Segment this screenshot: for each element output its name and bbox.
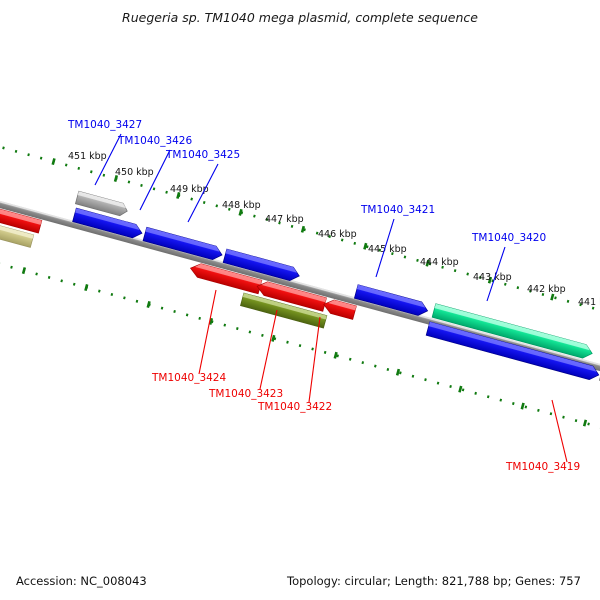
gene-label-TM1040_3426[interactable]: TM1040_3426 (117, 135, 192, 147)
gene-TM1040_3421[interactable] (353, 284, 429, 318)
leader-line-TM1040_3420 (486, 246, 506, 302)
status-bar: Accession: NC_008043 Topology: circular;… (16, 574, 581, 588)
gene-label-TM1040_3419[interactable]: TM1040_3419 (505, 461, 580, 473)
forward-strand-genes[interactable] (71, 190, 598, 362)
leader-line-TM1040_3422 (308, 316, 321, 403)
accession-label: Accession: NC_008043 (16, 574, 147, 588)
gene-TM1040_3420[interactable] (431, 303, 594, 361)
gene-arrow-highlight (145, 227, 220, 252)
lower-tick-track (0, 250, 600, 435)
ruler-tick-label: 445 kbp (368, 244, 407, 255)
ruler-tick-label: 447 kbp (265, 214, 304, 225)
gene-arrow-highlight (434, 303, 590, 351)
upper-minor-tick-dots (0, 143, 600, 324)
ruler-tick-labels: 451 kbp 450 kbp 449 kbp 448 kbp 447 kbp … (68, 151, 600, 308)
ruler-tick-label: 442 kbp (527, 284, 566, 295)
gene-unlabeled-blue-upper[interactable] (222, 248, 301, 283)
gene-label-TM1040_3420[interactable]: TM1040_3420 (471, 232, 546, 244)
leader-line-TM1040_3427 (94, 133, 122, 186)
gene-TM1040_3422[interactable] (322, 298, 357, 320)
gene-label-TM1040_3424[interactable]: TM1040_3424 (151, 372, 226, 384)
gene-arrow-highlight (328, 299, 357, 311)
gene-label-TM1040_3425[interactable]: TM1040_3425 (165, 149, 240, 161)
gene-TM1040_3424[interactable] (189, 261, 263, 295)
ruler-tick-label: 448 kbp (222, 200, 261, 211)
gene-leader-lines (94, 133, 568, 463)
ruler-tick-label: 451 kbp (68, 151, 107, 162)
gene-label-TM1040_3423[interactable]: TM1040_3423 (208, 388, 283, 400)
gene-TM1040_3425[interactable] (142, 226, 224, 261)
gene-arrow-highlight (195, 263, 262, 285)
gene-unlabeled-blue-lower[interactable] (425, 321, 600, 382)
ruler-tick-label: 441 kbp (578, 297, 600, 308)
ruler-tick-label: 444 kbp (420, 257, 459, 268)
ruler-tick-label: 446 kbp (318, 229, 357, 240)
gene-TM1040_3427[interactable] (74, 190, 129, 217)
gene-edge-left-khaki[interactable] (0, 211, 35, 248)
upper-tick-track (0, 141, 600, 326)
gene-arrow-highlight (0, 196, 42, 225)
gene-TM1040_3422b[interactable] (255, 280, 327, 312)
gene-TM1040_3426[interactable] (72, 207, 144, 240)
gene-arrow-highlight (0, 212, 34, 239)
gene-TM1040_3423[interactable] (240, 292, 328, 329)
leader-line-TM1040_3423 (259, 309, 278, 390)
gene-label-TM1040_3427[interactable]: TM1040_3427 (67, 119, 142, 131)
gene-label-TM1040_3421[interactable]: TM1040_3421 (360, 204, 435, 216)
gene-arrow-highlight (428, 321, 597, 372)
page-title: Ruegeria sp. TM1040 mega plasmid, comple… (122, 10, 478, 25)
sequence-summary-label: Topology: circular; Length: 821,788 bp; … (286, 574, 581, 588)
leader-line-TM1040_3419 (551, 399, 568, 463)
leader-line-TM1040_3421 (375, 218, 395, 278)
ruler-tick-label: 449 kbp (170, 184, 209, 195)
gene-label-TM1040_3422[interactable]: TM1040_3422 (257, 401, 332, 413)
leader-line-TM1040_3425 (187, 163, 219, 223)
lower-minor-tick-dots (0, 252, 600, 433)
reverse-strand-genes[interactable] (0, 193, 600, 401)
leader-line-TM1040_3426 (139, 149, 171, 211)
gene-arrow-highlight (356, 284, 426, 308)
gene-edge-left-red[interactable] (0, 196, 43, 234)
leader-line-TM1040_3424 (198, 289, 217, 375)
ruler-tick-label: 443 kbp (473, 272, 512, 283)
gene-arrow-highlight (75, 208, 140, 231)
gene-arrow-highlight (261, 281, 327, 303)
ruler-tick-label: 450 kbp (115, 167, 154, 178)
backbone-highlight (0, 194, 600, 375)
gene-arrow-highlight (225, 249, 298, 273)
gene-arrow-highlight (242, 293, 327, 320)
gene-arrow-highlight (77, 191, 126, 209)
gene-labels[interactable]: TM1040_3427 TM1040_3426 TM1040_3425 TM10… (67, 119, 580, 473)
